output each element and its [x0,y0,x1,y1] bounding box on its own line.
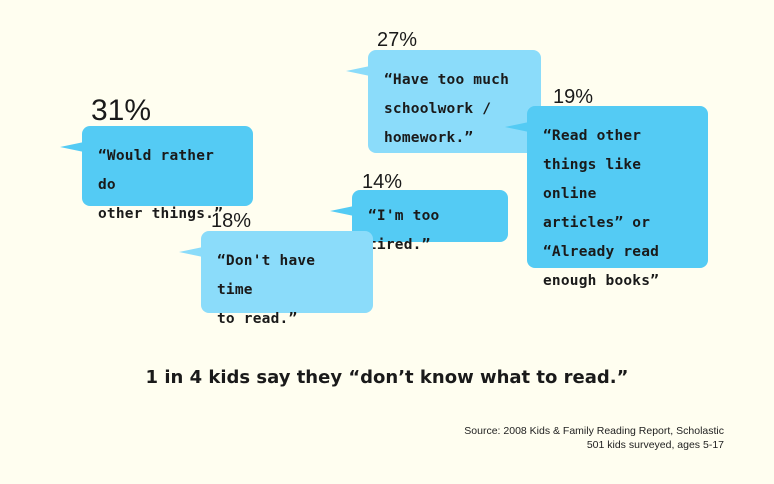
speech-bubble-27: “Have too much schoolwork / homework.” [346,50,541,153]
quote-line: “Already read [543,244,660,260]
percent-label-18: 18% [211,210,252,232]
speech-bubble-31: “Would rather do other things.” [60,126,253,222]
quote-line: enough books” [543,273,660,289]
source-note: Source: 2008 Kids & Family Reading Repor… [464,424,724,452]
percent-label-14: 14% [362,171,403,193]
quote-line: schoolwork / [384,101,492,117]
speech-bubble-14: “I'm too tired.” [330,190,508,253]
bubble-tail [179,247,203,257]
quote-line: articles” or [543,215,651,231]
source-line: Source: 2008 Kids & Family Reading Repor… [464,425,724,437]
quote-line: things like online [543,157,642,202]
bubble-quote: “Have too much schoolwork / homework.” [384,66,525,153]
bubble-quote: “Don't have time to read.” [217,247,357,334]
bubble-tail [330,206,354,216]
quote-line: “Would rather do [98,148,215,193]
percent-label-31: 31% [91,94,152,127]
quote-line: to read.” [217,311,298,327]
bubble-quote: “Would rather do other things.” [98,142,237,229]
bubble-quote: “Read other things like online articles”… [543,122,692,296]
tagline: 1 in 4 kids say they “don’t know what to… [145,367,629,388]
percent-label-19: 19% [553,86,594,108]
quote-line: “Have too much [384,72,510,88]
quote-line: “I'm too tired.” [368,208,440,253]
bubble-tail [505,122,529,132]
source-line: 501 kids surveyed, ages 5-17 [586,439,724,451]
quote-line: “Read other [543,128,642,144]
quote-line: other things.” [98,206,224,222]
bubble-tail [60,142,84,152]
percent-label-27: 27% [377,29,418,51]
speech-bubble-18: “Don't have time to read.” [179,231,373,327]
speech-bubble-19: “Read other things like online articles”… [505,106,708,289]
quote-line: “Don't have time [217,253,316,298]
quote-line: homework.” [384,130,474,146]
bubble-quote: “I'm too tired.” [368,202,492,260]
bubble-tail [346,66,370,76]
